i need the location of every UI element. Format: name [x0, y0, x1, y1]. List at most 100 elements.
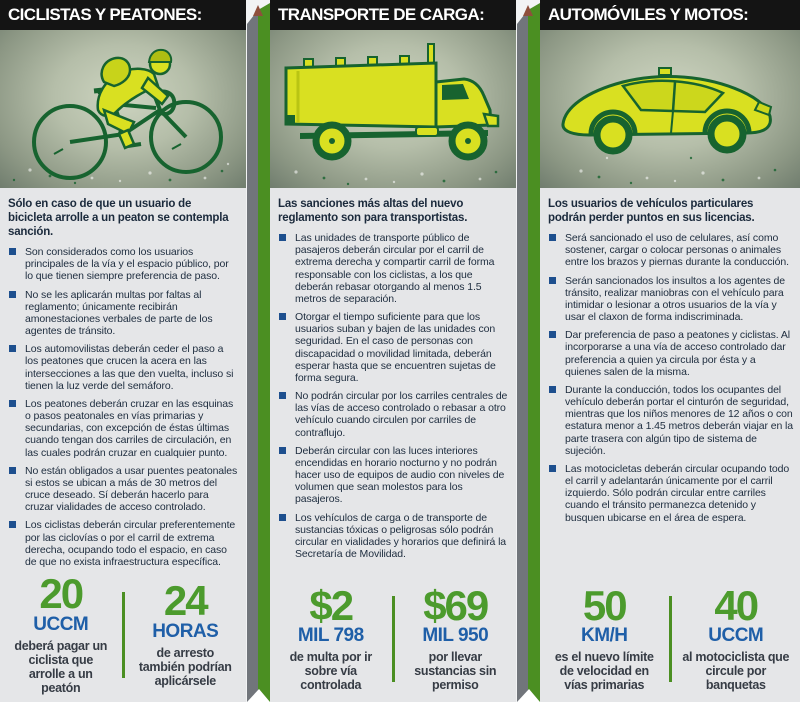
bullet-square-icon [9, 290, 16, 298]
column-header: AUTOMÓVILES Y MOTOS: [540, 0, 800, 30]
bullet-square-icon [549, 385, 556, 393]
stat-divider [391, 596, 395, 682]
bullet-text: Otorgar el tiempo suficiente para que lo… [295, 311, 496, 384]
list-item: Serán sancionados los insultos a los age… [548, 275, 793, 324]
truck-icon [284, 43, 500, 186]
column-transporte-carga: TRANSPORTE DE CARGA: [270, 0, 516, 702]
bullet-square-icon [9, 521, 16, 529]
cyclist-icon [12, 48, 230, 185]
column-header: CICLISTAS Y PEATONES: [0, 0, 246, 30]
car-illustration [540, 30, 800, 188]
bullet-text: Será sancionado el uso de celulares, así… [565, 232, 789, 269]
stat-unit: MIL 950 [422, 625, 489, 647]
stat-number: 50 [582, 581, 628, 629]
bullet-square-icon [279, 392, 286, 400]
bullet-square-icon [279, 234, 286, 242]
ribbon-divider [516, 0, 540, 702]
stat-unit: UCCM [33, 614, 89, 636]
bullet-square-icon [279, 513, 286, 521]
stat-number: 24 [163, 577, 209, 625]
list-item: Durante la conducción, todos los ocupant… [548, 384, 793, 457]
bullet-list: Son considerados como los usuarios princ… [0, 246, 246, 574]
ribbon-gray-stripe [517, 10, 528, 702]
column-automoviles-motos: AUTOMÓVILES Y MOTOS: Los usuarios de veh… [540, 0, 800, 702]
bullet-text: Los ciclistas deberán circular preferent… [25, 519, 236, 568]
bullet-square-icon [9, 345, 16, 353]
car-icon [561, 67, 777, 185]
bullet-text: Los vehículos de carga o de transporte d… [295, 511, 507, 561]
stats-row: $2 MIL 798 de multa por ir sobre vía con… [270, 584, 516, 702]
bullet-text: Los automovilistas deberán ceder el paso… [25, 343, 234, 392]
stat: $2 MIL 798 de multa por ir sobre vía con… [270, 581, 392, 693]
stat-divider [121, 591, 125, 678]
list-item: No podrán circular por los carriles cent… [278, 390, 509, 439]
bullet-text: Serán sancionados los insultos a los age… [565, 274, 786, 324]
list-item: Los peatones deberán cruzar en las esqui… [8, 398, 239, 459]
bullet-text: No se les aplicarán multas por faltas al… [25, 288, 213, 338]
ribbon-bottom-notch [517, 689, 540, 702]
column-header: TRANSPORTE DE CARGA: [270, 0, 516, 30]
ribbon-green-stripe [258, 3, 270, 702]
bullet-square-icon [549, 276, 556, 284]
intro-text: Las sanciones más altas del nuevo reglam… [278, 198, 468, 225]
stat-unit: UCCM [708, 625, 764, 647]
bullet-text: Deberán circular con las luces interiore… [295, 444, 505, 506]
list-item: Dar preferencia de paso a peatones y cic… [548, 329, 793, 378]
bullet-square-icon [9, 248, 16, 256]
list-item: Será sancionado el uso de celulares, así… [548, 232, 793, 269]
bullet-square-icon [9, 399, 16, 407]
ribbon-gray-stripe [247, 10, 258, 702]
bullet-text: No están obligados a usar puentes peaton… [25, 464, 238, 514]
bullet-text: Dar preferencia de paso a peatones y cic… [565, 329, 790, 378]
bullet-square-icon [9, 466, 16, 474]
stat-number: $2 [309, 581, 354, 629]
column-ciclistas-peatones: CICLISTAS Y PEATONES: [0, 0, 246, 702]
stat-caption: por llevar sustancias sin permiso [414, 650, 497, 693]
bullet-square-icon [549, 234, 556, 242]
stat-unit: HORAS [152, 621, 219, 643]
truck-illustration [270, 30, 516, 188]
bullet-list: Las unidades de transporte público de pa… [270, 232, 516, 566]
stat-number: 40 [714, 581, 759, 629]
list-item: Las motocicletas deberán circular ocupan… [548, 463, 793, 524]
stat-number: 20 [39, 570, 84, 618]
list-item: Son considerados como los usuarios princ… [8, 246, 239, 283]
stat-caption: es el nuevo límite de velocidad en vías … [554, 650, 654, 693]
stat: 40 UCCM al motociclista que circule por … [672, 581, 800, 693]
stat: 20 UCCM deberá pagar un ciclista que arr… [0, 570, 122, 696]
ribbon-fold-tip [253, 5, 263, 16]
bullet-text: Durante la conducción, todos los ocupant… [565, 383, 793, 457]
list-item: Otorgar el tiempo suficiente para que lo… [278, 311, 509, 384]
ribbon-fold-tip [523, 5, 533, 16]
bullet-text: Los peatones deberán cruzar en las esqui… [25, 397, 234, 459]
ribbon-green-stripe [528, 3, 540, 702]
ribbon-bottom-notch [247, 689, 270, 702]
bullet-square-icon [549, 464, 556, 472]
list-item: Las unidades de transporte público de pa… [278, 232, 509, 305]
stat: 24 HORAS de arresto también podrían apli… [125, 577, 247, 689]
stat-caption: al motociclista que circule por banqueta… [682, 650, 790, 693]
stat-unit: MIL 798 [297, 625, 364, 647]
bullet-list: Será sancionado el uso de celulares, así… [540, 232, 800, 530]
bullet-square-icon [279, 446, 286, 454]
stat-caption: de arresto también podrían aplicársele [138, 646, 232, 689]
stat-caption: de multa por ir sobre vía controlada [289, 650, 373, 693]
bullet-text: Las unidades de transporte público de pa… [295, 232, 495, 305]
stat-number: $69 [423, 581, 489, 629]
bullet-text: Son considerados como los usuarios princ… [25, 246, 229, 283]
list-item: Deberán circular con las luces interiore… [278, 445, 509, 506]
stat: 50 KM/H es el nuevo límite de velocidad … [540, 581, 669, 693]
stats-row: 20 UCCM deberá pagar un ciclista que arr… [0, 570, 247, 702]
stat-divider [668, 596, 672, 682]
bullet-text: Las motocicletas deberán circular ocupan… [565, 462, 790, 524]
list-item: Los vehículos de carga o de transporte d… [278, 512, 509, 561]
bullet-square-icon [279, 313, 286, 321]
bullet-text: No podrán circular por los carriles cent… [295, 390, 508, 439]
bullet-square-icon [549, 331, 556, 339]
list-item: No se les aplicarán multas por faltas al… [8, 289, 239, 338]
stats-row: 50 KM/H es el nuevo límite de velocidad … [540, 584, 800, 702]
list-item: Los ciclistas deberán circular preferent… [8, 519, 239, 568]
stat-caption: deberá pagar un ciclista que arrolle a u… [14, 639, 108, 696]
stat-unit: KM/H [580, 625, 628, 647]
